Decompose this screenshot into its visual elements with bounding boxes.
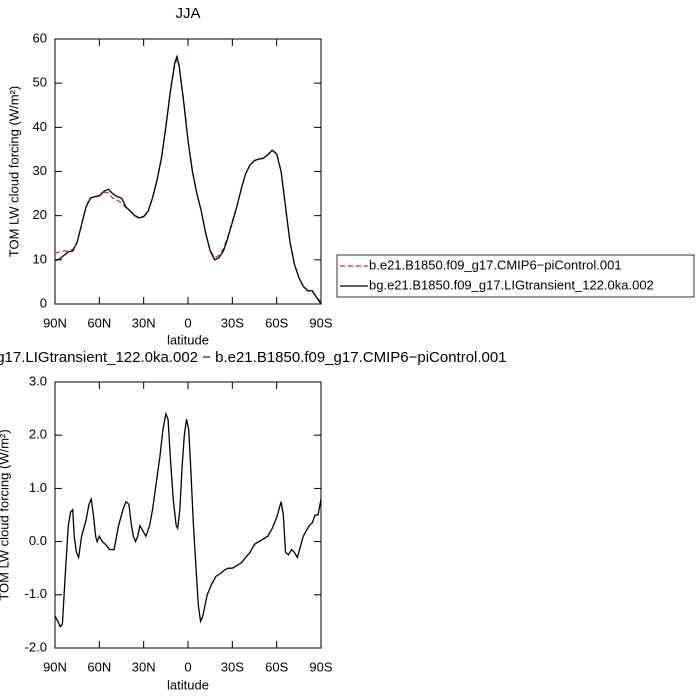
chart-title: JJA bbox=[175, 5, 200, 22]
y-tick-label: 10 bbox=[33, 251, 47, 266]
series-line bbox=[54, 56, 322, 303]
y-tick-label: -2.0 bbox=[25, 639, 47, 654]
x-tick-label: 0 bbox=[184, 315, 191, 330]
y-tick-label: 1.0 bbox=[29, 480, 47, 495]
x-axis-label: latitude bbox=[167, 332, 209, 347]
x-axis-label: latitude bbox=[167, 677, 209, 692]
x-tick-label: 90N bbox=[43, 659, 67, 674]
x-tick-label: 30S bbox=[221, 315, 244, 330]
x-tick-label: 60S bbox=[265, 659, 288, 674]
y-tick-label: 40 bbox=[33, 119, 47, 134]
x-tick-label: 90S bbox=[309, 315, 332, 330]
y-tick-label: 0.0 bbox=[29, 533, 47, 548]
x-tick-label: 30N bbox=[132, 315, 156, 330]
x-tick-label: 30N bbox=[132, 659, 156, 674]
series-line bbox=[54, 54, 322, 305]
x-tick-label: 0 bbox=[184, 659, 191, 674]
chart-title: bg.e21.B1850.f09_g17.LIGtransient_122.0k… bbox=[0, 349, 507, 366]
x-tick-label: 90N bbox=[43, 315, 67, 330]
x-tick-label: 60S bbox=[265, 315, 288, 330]
y-tick-label: 0 bbox=[40, 295, 47, 310]
y-axis-label: TOM LW cloud forcing (W/m²) bbox=[0, 429, 11, 600]
y-tick-label: 50 bbox=[33, 75, 47, 90]
plot-frame bbox=[54, 381, 322, 649]
series-line bbox=[54, 411, 322, 628]
y-tick-label: -1.0 bbox=[25, 586, 47, 601]
x-tick-label: 60N bbox=[87, 659, 111, 674]
x-tick-label: 30S bbox=[221, 659, 244, 674]
x-tick-label: 90S bbox=[309, 659, 332, 674]
legend-label: bg.e21.B1850.f09_g17.LIGtransient_122.0k… bbox=[369, 277, 654, 292]
legend-box bbox=[336, 254, 695, 298]
legend-label: b.e21.B1850.f09_g17.CMIP6−piControl.001 bbox=[369, 257, 622, 272]
y-tick-label: 3.0 bbox=[29, 373, 47, 388]
x-tick-label: 60N bbox=[87, 315, 111, 330]
y-tick-label: 60 bbox=[33, 30, 47, 45]
y-tick-label: 20 bbox=[33, 207, 47, 222]
y-tick-label: 30 bbox=[33, 163, 47, 178]
y-tick-label: 2.0 bbox=[29, 427, 47, 442]
y-axis-label: TOM LW cloud forcing (W/m²) bbox=[6, 86, 21, 257]
